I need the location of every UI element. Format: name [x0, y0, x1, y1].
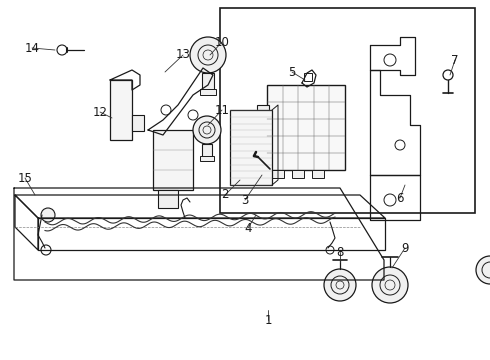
Circle shape [190, 37, 226, 73]
Text: 10: 10 [215, 36, 229, 49]
Bar [257, 105, 269, 130]
Text: 12: 12 [93, 105, 107, 118]
Bar [200, 89, 216, 95]
Bar [202, 73, 214, 91]
Bar [132, 115, 144, 131]
Bar [272, 170, 284, 178]
Text: 7: 7 [451, 54, 459, 67]
Text: 4: 4 [244, 221, 252, 234]
Bar [312, 170, 324, 178]
Text: 8: 8 [336, 246, 343, 258]
Circle shape [324, 269, 356, 301]
Text: 13: 13 [175, 49, 191, 62]
Bar [153, 130, 193, 190]
Bar [220, 8, 475, 213]
Circle shape [476, 256, 490, 284]
Bar [158, 190, 178, 208]
Bar [267, 85, 345, 170]
Bar [202, 144, 212, 158]
Text: 15: 15 [18, 171, 32, 184]
Bar [292, 170, 304, 178]
Text: 9: 9 [401, 242, 409, 255]
Bar [110, 80, 132, 140]
Text: 3: 3 [241, 194, 249, 207]
Bar [257, 137, 269, 157]
Text: 5: 5 [288, 66, 295, 78]
Text: 2: 2 [221, 189, 229, 202]
Text: 1: 1 [264, 314, 272, 327]
Bar [230, 110, 272, 185]
Circle shape [41, 208, 55, 222]
Text: 11: 11 [215, 104, 229, 117]
Circle shape [372, 267, 408, 303]
Text: 6: 6 [396, 192, 404, 204]
Text: 14: 14 [24, 41, 40, 54]
Bar [304, 73, 312, 81]
Circle shape [193, 116, 221, 144]
Bar [200, 156, 214, 161]
